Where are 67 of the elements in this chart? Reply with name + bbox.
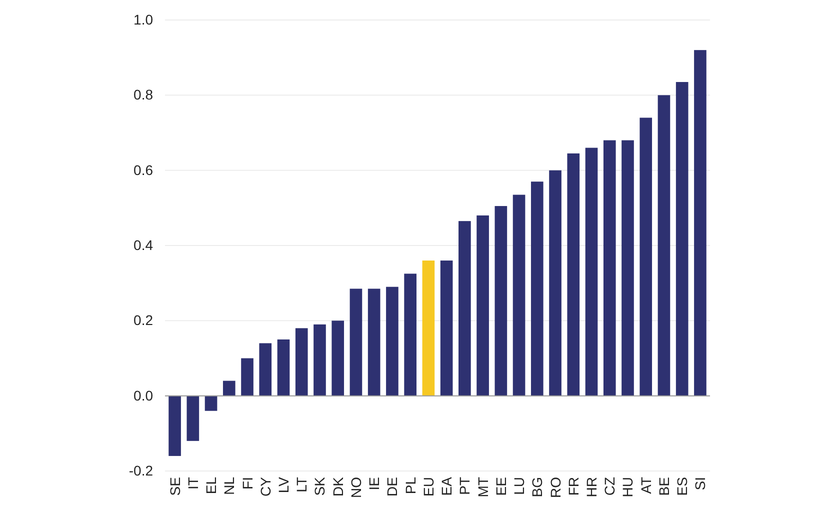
- x-tick-label: SI: [692, 477, 708, 490]
- x-tick-label: EL: [203, 476, 220, 494]
- bar: [168, 396, 181, 456]
- bar: [314, 324, 326, 396]
- x-tick-label: NL: [221, 476, 238, 495]
- x-tick-label: ES: [674, 477, 690, 496]
- bar: [241, 358, 254, 396]
- bar: [494, 206, 508, 396]
- x-tick-label: IE: [366, 477, 382, 490]
- x-tick-label: PT: [456, 476, 473, 495]
- x-tick-label: HU: [620, 477, 636, 498]
- x-tick-label: FI: [239, 477, 256, 490]
- x-tick-label: DK: [330, 476, 346, 496]
- x-tick-label: RO: [547, 476, 564, 498]
- bar: [386, 286, 398, 396]
- x-tick-label: DE: [384, 477, 400, 496]
- bar: [676, 82, 688, 396]
- bar: [277, 339, 290, 396]
- bar: [658, 95, 670, 396]
- x-tick-label: CY: [257, 476, 274, 496]
- y-tick-label: 0.6: [134, 162, 154, 178]
- x-tick-label: EA: [438, 476, 455, 496]
- x-tick-label: SK: [312, 476, 328, 496]
- x-tick-label: LU: [511, 477, 528, 495]
- x-tick-label: MT: [474, 476, 491, 498]
- bar: [530, 182, 544, 396]
- x-tick-label: EU: [420, 477, 436, 496]
- bar: [332, 320, 344, 396]
- bar: [368, 288, 380, 396]
- y-tick-label: 0.0: [134, 387, 154, 404]
- y-tick-label: 0.4: [134, 236, 154, 253]
- y-tick-label: 0.8: [134, 86, 154, 103]
- y-tick-label: -0.2: [128, 462, 154, 478]
- x-tick-label: CZ: [602, 476, 618, 496]
- x-tick-label: IT: [184, 476, 201, 490]
- bar: [422, 260, 435, 396]
- bar: [512, 194, 526, 396]
- bar: [622, 140, 634, 396]
- bar: [458, 221, 471, 396]
- x-tick-label: HR: [584, 477, 600, 498]
- bar: [350, 288, 362, 396]
- bar: [694, 50, 706, 396]
- x-tick-label: PL: [402, 476, 418, 494]
- x-tick-label: AT: [638, 476, 654, 494]
- bar: [476, 215, 489, 396]
- bar: [640, 118, 652, 396]
- bar: [603, 140, 616, 396]
- bar: [204, 396, 218, 411]
- bar: [549, 170, 562, 396]
- bar: [404, 274, 416, 396]
- x-tick-label: SE: [166, 477, 183, 496]
- x-tick-label: BG: [529, 477, 546, 498]
- bar: [567, 153, 580, 396]
- x-tick-label: BE: [656, 477, 672, 496]
- bar: [295, 328, 308, 396]
- bar: [259, 343, 272, 396]
- x-tick-label: FR: [565, 477, 582, 496]
- y-tick-label: 1.0: [134, 11, 154, 28]
- bar: [585, 148, 598, 396]
- x-tick-label: EE: [492, 477, 509, 496]
- x-tick-label: LV: [275, 476, 292, 494]
- bar: [440, 260, 453, 396]
- bar: [186, 396, 200, 441]
- x-tick-label: LT: [294, 476, 310, 492]
- x-tick-label: NO: [348, 476, 364, 498]
- y-tick-label: 0.2: [134, 312, 154, 328]
- bar: [222, 380, 236, 396]
